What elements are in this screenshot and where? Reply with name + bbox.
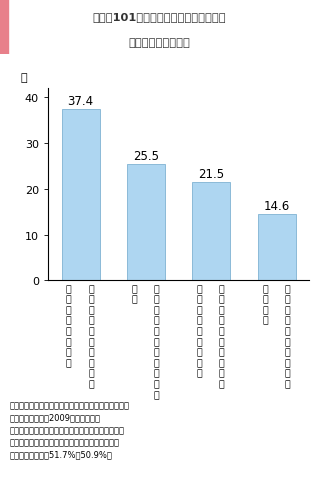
Text: っ: っ <box>219 348 225 357</box>
Text: い: い <box>66 284 72 293</box>
Text: 25.5: 25.5 <box>133 149 159 162</box>
Text: て: て <box>284 359 290 367</box>
Text: て: て <box>88 359 94 367</box>
Text: 取: 取 <box>219 337 225 346</box>
Text: お: お <box>153 369 159 378</box>
Text: は: は <box>66 337 72 346</box>
Text: い: い <box>219 369 225 378</box>
Text: 受: 受 <box>153 316 159 325</box>
Text: い: い <box>197 369 203 378</box>
Text: い: い <box>197 348 203 357</box>
Y-axis label: ％: ％ <box>21 73 28 83</box>
Text: 取: 取 <box>153 337 159 346</box>
Text: ら: ら <box>284 380 290 389</box>
Text: 取: 取 <box>284 337 290 346</box>
Bar <box>192 182 230 281</box>
Text: し: し <box>197 327 203 336</box>
Bar <box>127 164 165 281</box>
Text: 足: 足 <box>131 295 137 304</box>
Text: を: を <box>219 305 225 314</box>
Text: 、: 、 <box>262 295 268 304</box>
Text: を: を <box>284 305 290 314</box>
Text: 報: 報 <box>153 284 159 293</box>
Text: 満: 満 <box>197 305 203 314</box>
Text: っ: っ <box>284 348 290 357</box>
Text: 酬: 酬 <box>219 295 225 304</box>
Text: て: て <box>197 337 203 346</box>
Text: 満: 満 <box>262 316 268 325</box>
Text: 不: 不 <box>262 305 268 314</box>
Text: 受: 受 <box>284 316 290 325</box>
Text: 図３－101　女性農業者の現在の報酬の: 図３－101 女性農業者の現在の報酬の <box>93 12 226 22</box>
Text: な: な <box>66 348 72 357</box>
Text: 、: 、 <box>153 390 159 399</box>
Text: お: お <box>284 369 290 378</box>
Text: い: い <box>66 359 72 367</box>
Text: 足: 足 <box>197 316 203 325</box>
Text: っ: っ <box>88 348 94 357</box>
Text: あり方に対する意識: あり方に対する意識 <box>129 38 190 48</box>
Text: が: が <box>66 295 72 304</box>
Text: 37.4: 37.4 <box>68 95 93 108</box>
Text: 資料：農林水産省「農家における男女共同参画に関す
　る意向調査」（2009年３月公表）
注：女性農業者及びその配偶者（男性農業者）各２
　千人を対象として実施し: 資料：農林水産省「農家における男女共同参画に関す る意向調査」（2009年３月公… <box>10 401 130 458</box>
Text: 報: 報 <box>88 284 94 293</box>
Text: て: て <box>153 359 159 367</box>
Bar <box>0 0 8 55</box>
Text: 、: 、 <box>66 305 72 314</box>
Text: ず: ず <box>262 284 268 293</box>
Text: 満: 満 <box>66 327 72 336</box>
Text: っ: っ <box>153 348 159 357</box>
Text: い: い <box>88 369 94 378</box>
Text: な: な <box>88 380 94 389</box>
Text: て: て <box>219 359 225 367</box>
Text: け: け <box>153 327 159 336</box>
Text: り: り <box>153 380 159 389</box>
Text: 取: 取 <box>88 337 94 346</box>
Text: け: け <box>219 327 225 336</box>
Text: 報: 報 <box>284 284 290 293</box>
Bar <box>258 214 296 281</box>
Text: が: が <box>197 284 203 293</box>
Text: 、: 、 <box>197 295 203 304</box>
Text: を: を <box>153 305 159 314</box>
Text: 不: 不 <box>66 316 72 325</box>
Text: 受: 受 <box>88 316 94 325</box>
Text: な: な <box>197 359 203 367</box>
Text: 報: 報 <box>219 284 225 293</box>
Text: 酬: 酬 <box>284 295 290 304</box>
Text: る: る <box>219 380 225 389</box>
Bar <box>62 110 100 281</box>
Text: 受: 受 <box>219 316 225 325</box>
Text: け: け <box>284 327 290 336</box>
Text: 酬: 酬 <box>153 295 159 304</box>
Text: 酬: 酬 <box>88 295 94 304</box>
Text: 21.5: 21.5 <box>198 168 224 180</box>
Text: 14.6: 14.6 <box>263 199 290 212</box>
Text: を: を <box>88 305 94 314</box>
Text: 満: 満 <box>131 284 137 293</box>
Text: け: け <box>88 327 94 336</box>
